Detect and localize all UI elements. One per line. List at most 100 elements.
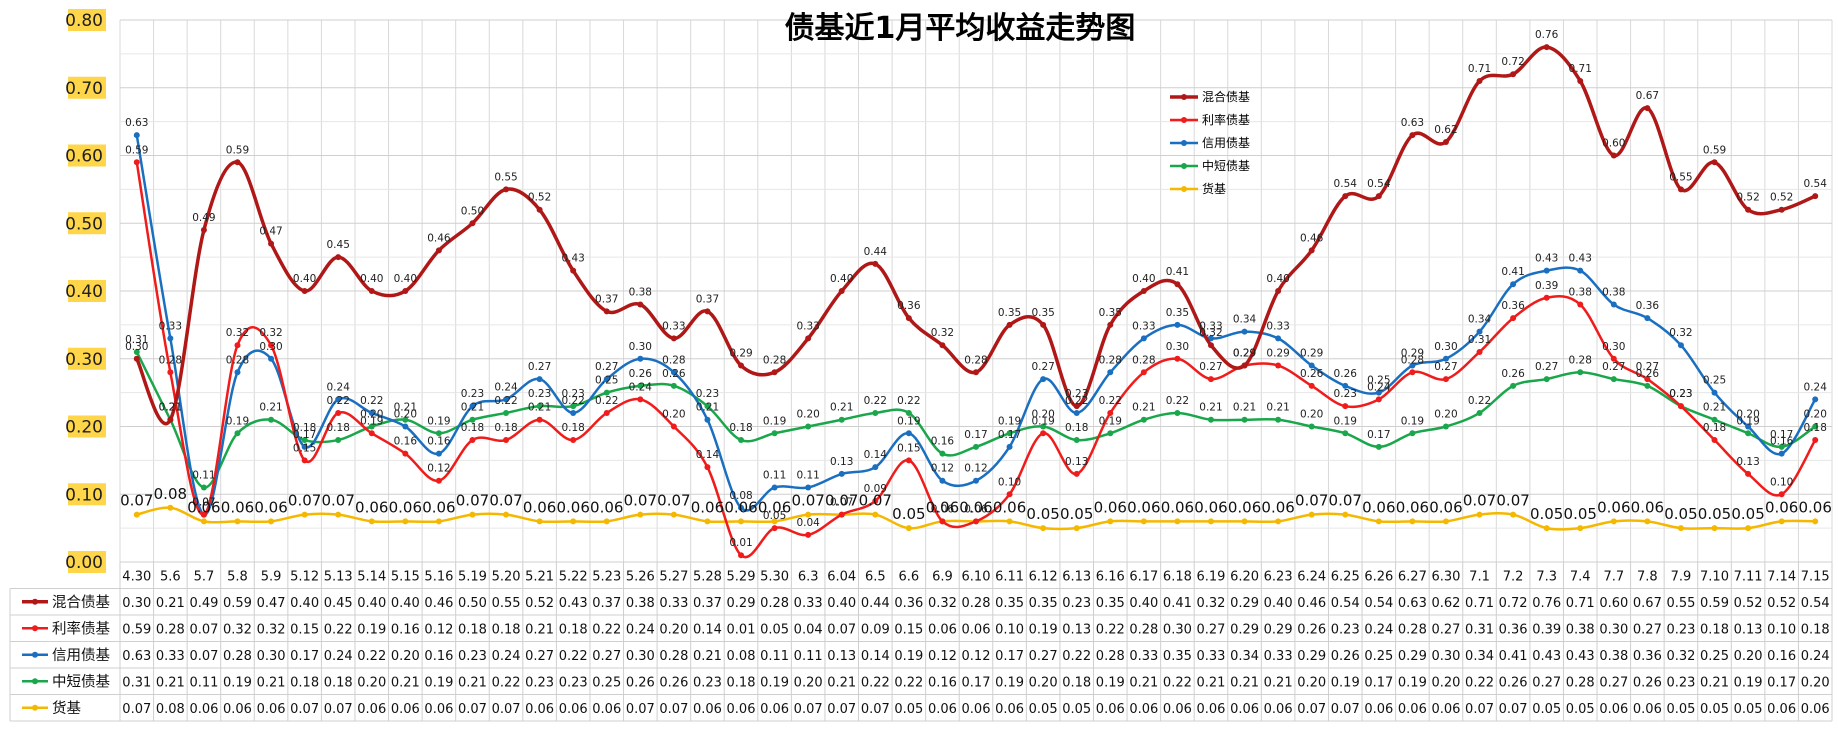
data-label: 0.46	[427, 232, 451, 244]
data-label: 0.17	[293, 429, 316, 441]
data-label: 0.19	[360, 415, 383, 427]
data-label: 0.17	[1770, 429, 1793, 441]
data-label: 0.20	[662, 409, 685, 421]
data-point	[1375, 518, 1382, 525]
data-point	[1140, 518, 1147, 525]
data-point	[200, 227, 207, 234]
data-point	[1476, 409, 1483, 416]
table-cell: 0.25	[592, 675, 621, 690]
data-point	[1543, 267, 1550, 274]
data-label: 0.76	[1535, 29, 1559, 41]
data-point	[905, 457, 912, 464]
data-label: 0.07	[321, 492, 354, 510]
data-point	[1677, 186, 1684, 193]
data-label: 0.55	[494, 171, 517, 183]
data-point	[1342, 403, 1349, 410]
x-tick-label: 7.3	[1536, 569, 1557, 584]
data-point	[1241, 416, 1248, 423]
table-cell: 0.06	[962, 622, 991, 637]
table-cell: 0.22	[357, 649, 386, 664]
y-tick-bg	[68, 144, 106, 167]
legend-label: 混合债基	[1202, 89, 1250, 104]
data-point	[402, 288, 409, 294]
table-cell: 0.19	[424, 675, 453, 690]
table-cell: 0.06	[760, 702, 789, 717]
data-label: 0.52	[528, 192, 551, 204]
data-label: 0.19	[1401, 415, 1424, 427]
data-label: 0.06	[1261, 498, 1294, 516]
data-label: 0.06	[389, 498, 422, 516]
data-point	[1442, 376, 1449, 383]
data-label: 0.07	[192, 497, 215, 509]
table-cell: 0.11	[189, 675, 218, 690]
table-cell: 0.07	[324, 702, 353, 717]
table-cell: 0.06	[693, 702, 722, 717]
table-cell: 0.40	[827, 596, 856, 611]
data-label: 0.12	[964, 463, 987, 475]
table-cell: 0.10	[1767, 622, 1796, 637]
table-cell: 0.32	[257, 622, 286, 637]
table-cell: 0.19	[1398, 675, 1427, 690]
table-cell: 0.22	[492, 675, 521, 690]
data-label: 0.06	[187, 498, 220, 516]
x-tick-label: 5.15	[391, 569, 420, 584]
series-lines	[133, 44, 1819, 559]
table-cell: 0.36	[894, 596, 923, 611]
data-label: 0.13	[830, 456, 853, 468]
data-label: 0.05	[1731, 505, 1764, 523]
y-tick-bg	[68, 280, 106, 302]
table-cell: 0.38	[626, 596, 655, 611]
data-label: 0.37	[595, 293, 618, 305]
data-label: 0.30	[259, 341, 282, 353]
data-label: 0.20	[1434, 409, 1457, 421]
data-label: 0.27	[1434, 361, 1457, 373]
data-label: 0.27	[1636, 361, 1659, 373]
data-point	[872, 409, 879, 416]
data-label: 0.06	[1127, 498, 1160, 516]
data-point	[536, 206, 543, 213]
data-label: 0.33	[159, 320, 182, 332]
data-label: 0.06	[523, 498, 556, 516]
table-cell: 0.18	[1062, 675, 1091, 690]
table-cell: 0.21	[458, 675, 487, 690]
table-cell: 0.30	[1599, 622, 1628, 637]
data-label: 0.18	[729, 422, 752, 434]
data-point	[469, 416, 476, 423]
table-cell: 0.28	[1096, 649, 1125, 664]
data-point	[1677, 525, 1684, 532]
data-point	[805, 335, 812, 342]
data-point	[973, 477, 979, 484]
table-cell: 0.12	[928, 649, 957, 664]
data-point	[1140, 416, 1147, 423]
data-point	[133, 159, 140, 166]
data-point	[1308, 362, 1315, 369]
data-point	[268, 518, 275, 525]
data-point	[704, 308, 711, 315]
data-point	[805, 423, 812, 430]
data-label: 0.13	[1736, 456, 1759, 468]
data-label: 0.16	[427, 436, 451, 448]
table-cell: 0.52	[1734, 596, 1763, 611]
data-point	[435, 247, 442, 254]
table-cell: 0.30	[1163, 622, 1192, 637]
table-cell: 0.19	[894, 649, 923, 664]
table-cell: 0.06	[727, 702, 756, 717]
table-cell: 0.06	[1197, 702, 1226, 717]
table-cell: 0.06	[1767, 702, 1796, 717]
data-point	[1510, 281, 1517, 288]
table-cell: 0.16	[424, 649, 453, 664]
table-cell: 0.59	[1700, 596, 1729, 611]
table-cell: 0.27	[1431, 622, 1460, 637]
table-cell: 0.32	[928, 596, 957, 611]
table-cell: 0.38	[1599, 649, 1628, 664]
x-tick-label: 6.04	[827, 569, 856, 584]
data-point	[838, 511, 845, 518]
data-point	[637, 382, 644, 389]
data-point	[1409, 132, 1416, 139]
table-cell: 0.18	[1801, 622, 1830, 637]
data-label: 0.28	[226, 354, 249, 366]
data-point	[503, 186, 510, 193]
data-label: 0.33	[796, 320, 819, 332]
table-cell: 0.09	[861, 622, 890, 637]
table-cell: 0.63	[1398, 596, 1427, 611]
